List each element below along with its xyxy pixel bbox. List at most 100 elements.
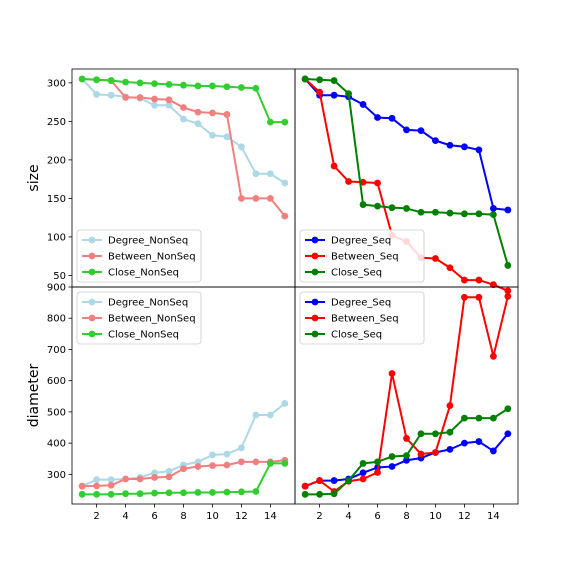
data-point-Close_NonSeq-3 <box>107 490 115 498</box>
panel-top-right: Degree_Seq Between_Seq Close_Seq <box>294 68 519 295</box>
legend-label: Close_Seq <box>331 330 382 341</box>
data-point-Degree_Seq-12 <box>461 143 468 151</box>
y-tick-label: 500 <box>47 407 66 418</box>
y-tick-label: 600 <box>47 376 66 387</box>
data-point-Degree_NonSeq-13 <box>252 170 260 178</box>
data-point-Degree_NonSeq-9 <box>194 120 202 128</box>
data-point-Degree_Seq-7 <box>388 463 396 470</box>
data-point-Close_Seq-8 <box>403 452 410 459</box>
x-tick-label: 10 <box>206 511 219 522</box>
data-point-Between_NonSeq-13 <box>252 195 260 202</box>
data-point-Close_Seq-15 <box>504 262 512 269</box>
y-tick-label: 300 <box>47 78 66 89</box>
data-point-Close_Seq-7 <box>388 204 396 212</box>
legend-swatch-marker <box>88 268 96 276</box>
data-point-Close_Seq-6 <box>374 458 381 466</box>
series-line-Degree_Seq <box>304 78 508 211</box>
data-point-Degree_Seq-7 <box>388 114 396 122</box>
data-point-Close_NonSeq-7 <box>165 489 173 497</box>
data-point-Between_NonSeq-10 <box>209 109 216 117</box>
data-point-Between_Seq-15 <box>504 287 512 295</box>
data-point-Between_NonSeq-9 <box>194 108 202 116</box>
data-point-Degree_Seq-13 <box>475 146 483 154</box>
data-point-Degree_NonSeq-7 <box>165 101 173 109</box>
data-point-Between_Seq-1 <box>301 482 309 490</box>
data-point-Close_Seq-13 <box>475 414 483 422</box>
legend-swatch-marker <box>311 330 319 338</box>
data-point-Between_Seq-13 <box>475 276 483 284</box>
legend: Degree_Seq Between_Seq Close_Seq <box>299 291 425 345</box>
data-point-Between_Seq-14 <box>489 281 497 289</box>
data-point-Between_NonSeq-8 <box>180 465 187 473</box>
data-point-Between_NonSeq-10 <box>209 462 216 469</box>
legend-label: Between_Seq <box>331 252 399 263</box>
x-tick-label: 8 <box>403 511 409 522</box>
data-point-Degree_Seq-3 <box>330 477 338 484</box>
data-point-Between_Seq-10 <box>432 255 439 262</box>
data-point-Between_Seq-11 <box>446 264 454 272</box>
legend-label: Close_Seq <box>331 268 382 279</box>
data-point-Degree_NonSeq-15 <box>281 400 289 407</box>
data-point-Degree_NonSeq-6 <box>151 469 158 477</box>
legend-box <box>299 229 425 283</box>
x-tick-label: 6 <box>374 511 380 522</box>
data-point-Close_Seq-12 <box>461 414 468 422</box>
data-point-Close_NonSeq-6 <box>151 489 158 497</box>
data-point-Between_Seq-14 <box>489 352 497 360</box>
data-point-Close_Seq-2 <box>316 76 324 84</box>
data-point-Close_NonSeq-11 <box>223 83 231 91</box>
data-point-Close_Seq-14 <box>489 211 497 218</box>
legend-swatch-marker <box>311 298 319 306</box>
data-point-Degree_NonSeq-12 <box>238 444 245 452</box>
data-point-Between_NonSeq-6 <box>151 95 158 103</box>
y-tick-label: 100 <box>47 232 66 243</box>
x-tick-label: 6 <box>151 511 157 522</box>
y-tick-label: 150 <box>47 194 66 205</box>
data-point-Close_Seq-10 <box>432 208 439 216</box>
data-point-Close_NonSeq-1 <box>78 75 86 83</box>
data-point-Degree_NonSeq-14 <box>266 170 274 178</box>
data-point-Close_NonSeq-11 <box>223 488 231 496</box>
data-point-Between_Seq-13 <box>475 293 483 301</box>
x-tick-label: 2 <box>316 511 322 522</box>
legend: Degree_NonSeq Between_NonSeq Close_NonSeq <box>76 291 202 345</box>
x-tick-label: 8 <box>180 511 186 522</box>
data-point-Close_NonSeq-8 <box>180 489 187 497</box>
y-tick-label: 400 <box>47 439 66 450</box>
legend-label: Between_NonSeq <box>108 314 196 325</box>
data-point-Close_NonSeq-10 <box>209 489 216 496</box>
panel-top-left: 50 100 150 200 250 300 size Degree_NonSeq Betwee… <box>26 68 296 288</box>
data-point-Degree_NonSeq-9 <box>194 458 202 466</box>
data-point-Degree_NonSeq-11 <box>223 450 231 458</box>
data-point-Close_Seq-1 <box>301 490 309 498</box>
data-point-Close_NonSeq-13 <box>252 488 260 495</box>
legend-label: Close_NonSeq <box>108 330 179 341</box>
data-point-Degree_Seq-8 <box>403 456 410 464</box>
data-point-Between_NonSeq-5 <box>136 475 144 483</box>
data-point-Between_NonSeq-1 <box>78 482 86 490</box>
legend-label: Degree_Seq <box>331 298 391 309</box>
y-tick-label: 250 <box>47 117 66 128</box>
legend-label: Degree_Seq <box>331 236 391 247</box>
data-point-Close_NonSeq-14 <box>266 118 274 126</box>
data-point-Close_NonSeq-9 <box>194 489 202 496</box>
data-point-Between_NonSeq-11 <box>223 111 231 118</box>
data-point-Close_Seq-3 <box>330 77 338 84</box>
data-point-Close_NonSeq-12 <box>238 84 245 91</box>
data-point-Close_NonSeq-4 <box>122 490 129 498</box>
data-point-Close_Seq-3 <box>330 490 338 498</box>
data-point-Between_Seq-15 <box>504 292 512 300</box>
data-point-Between_Seq-3 <box>330 162 338 170</box>
x-tick-label: 4 <box>122 511 128 522</box>
x-tick-label: 2 <box>93 511 99 522</box>
data-point-Close_NonSeq-15 <box>281 460 289 467</box>
data-point-Between_NonSeq-15 <box>281 212 289 220</box>
data-point-Degree_Seq-5 <box>359 101 367 108</box>
data-point-Between_NonSeq-7 <box>165 96 173 104</box>
data-point-Close_NonSeq-12 <box>238 488 245 496</box>
data-point-Degree_NonSeq-6 <box>151 101 158 109</box>
data-point-Degree_Seq-14 <box>489 205 497 212</box>
data-point-Degree_NonSeq-3 <box>107 91 115 99</box>
data-point-Between_NonSeq-14 <box>266 195 274 202</box>
